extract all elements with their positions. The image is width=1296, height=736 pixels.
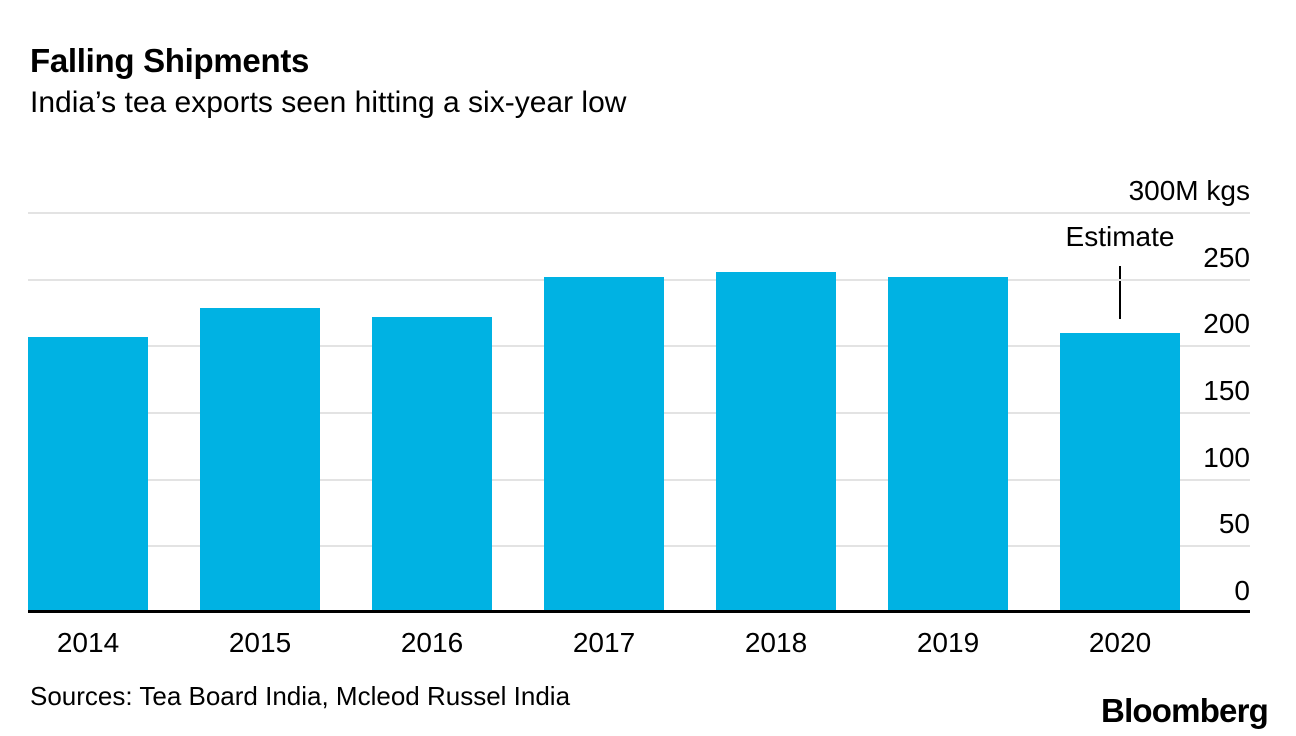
page-subtitle: India’s tea exports seen hitting a six-y… xyxy=(30,86,627,119)
bar-2016 xyxy=(372,317,492,610)
x-tick-label-2016: 2016 xyxy=(400,627,464,658)
estimate-annotation-label: Estimate xyxy=(1065,221,1175,252)
x-tick-label-2017: 2017 xyxy=(572,627,636,658)
estimate-annotation-line xyxy=(1119,266,1121,319)
sources-note: Sources: Tea Board India, Mcleod Russel … xyxy=(30,681,571,711)
bar-chart: Estimate 300M kgs 250 200 150 100 50 0 2014 2015… xyxy=(28,177,1250,658)
y-gridline-300 xyxy=(28,212,1250,214)
y-tick-label-250: 250 xyxy=(1197,243,1250,272)
bar-2014 xyxy=(28,337,148,610)
page-title: Falling Shipments xyxy=(30,42,310,79)
x-axis-baseline xyxy=(28,610,1250,613)
bar-2018 xyxy=(716,271,836,610)
bar-2019 xyxy=(888,277,1008,610)
bar-2015 xyxy=(200,307,320,610)
y-tick-label-300: 300M kgs xyxy=(1122,177,1250,205)
x-tick-label-2014: 2014 xyxy=(56,627,120,658)
x-tick-label-2018: 2018 xyxy=(744,627,808,658)
bloomberg-logo: Bloomberg xyxy=(1101,692,1269,729)
y-tick-label-150: 150 xyxy=(1197,377,1250,405)
bar-2020 xyxy=(1060,333,1180,610)
y-tick-label-0: 0 xyxy=(1228,577,1250,605)
y-tick-label-200: 200 xyxy=(1197,310,1250,339)
x-tick-label-2020: 2020 xyxy=(1088,627,1152,658)
x-tick-label-2015: 2015 xyxy=(228,627,292,658)
bar-2017 xyxy=(544,277,664,610)
y-tick-label-100: 100 xyxy=(1197,443,1250,472)
y-tick-label-50: 50 xyxy=(1212,510,1250,539)
x-tick-label-2019: 2019 xyxy=(916,627,980,658)
